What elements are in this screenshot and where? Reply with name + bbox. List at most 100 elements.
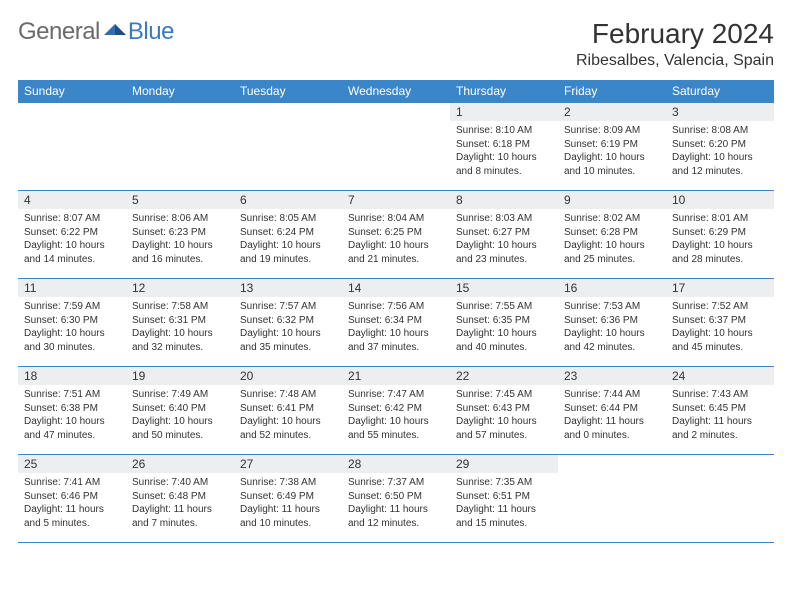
day-details: Sunrise: 8:08 AMSunset: 6:20 PMDaylight:… [666,121,774,182]
day-details: Sunrise: 8:01 AMSunset: 6:29 PMDaylight:… [666,209,774,270]
day-details: Sunrise: 7:41 AMSunset: 6:46 PMDaylight:… [18,473,126,534]
calendar-day-cell: 24Sunrise: 7:43 AMSunset: 6:45 PMDayligh… [666,367,774,455]
weekday-header-row: Sunday Monday Tuesday Wednesday Thursday… [18,80,774,103]
day-number: 14 [342,279,450,297]
day-details: Sunrise: 8:02 AMSunset: 6:28 PMDaylight:… [558,209,666,270]
weekday-header: Saturday [666,80,774,103]
day-details: Sunrise: 7:48 AMSunset: 6:41 PMDaylight:… [234,385,342,446]
day-number: 8 [450,191,558,209]
calendar-day-cell: 17Sunrise: 7:52 AMSunset: 6:37 PMDayligh… [666,279,774,367]
day-number: 24 [666,367,774,385]
day-details: Sunrise: 8:05 AMSunset: 6:24 PMDaylight:… [234,209,342,270]
calendar-day-cell: 9Sunrise: 8:02 AMSunset: 6:28 PMDaylight… [558,191,666,279]
day-details: Sunrise: 7:40 AMSunset: 6:48 PMDaylight:… [126,473,234,534]
day-details: Sunrise: 8:07 AMSunset: 6:22 PMDaylight:… [18,209,126,270]
logo-text-general: General [18,18,100,46]
calendar-day-cell [666,455,774,543]
calendar-day-cell: 2Sunrise: 8:09 AMSunset: 6:19 PMDaylight… [558,103,666,191]
calendar-day-cell: 26Sunrise: 7:40 AMSunset: 6:48 PMDayligh… [126,455,234,543]
calendar-week-row: 25Sunrise: 7:41 AMSunset: 6:46 PMDayligh… [18,455,774,543]
day-number: 2 [558,103,666,121]
day-number: 4 [18,191,126,209]
calendar-day-cell: 10Sunrise: 8:01 AMSunset: 6:29 PMDayligh… [666,191,774,279]
calendar-day-cell: 27Sunrise: 7:38 AMSunset: 6:49 PMDayligh… [234,455,342,543]
day-number: 27 [234,455,342,473]
calendar-day-cell: 7Sunrise: 8:04 AMSunset: 6:25 PMDaylight… [342,191,450,279]
day-number: 6 [234,191,342,209]
weekday-header: Friday [558,80,666,103]
day-details: Sunrise: 7:44 AMSunset: 6:44 PMDaylight:… [558,385,666,446]
calendar-day-cell: 22Sunrise: 7:45 AMSunset: 6:43 PMDayligh… [450,367,558,455]
day-details: Sunrise: 8:09 AMSunset: 6:19 PMDaylight:… [558,121,666,182]
day-number: 17 [666,279,774,297]
calendar-day-cell: 16Sunrise: 7:53 AMSunset: 6:36 PMDayligh… [558,279,666,367]
day-number: 10 [666,191,774,209]
calendar-week-row: 11Sunrise: 7:59 AMSunset: 6:30 PMDayligh… [18,279,774,367]
day-number: 21 [342,367,450,385]
calendar-day-cell: 11Sunrise: 7:59 AMSunset: 6:30 PMDayligh… [18,279,126,367]
calendar-day-cell: 18Sunrise: 7:51 AMSunset: 6:38 PMDayligh… [18,367,126,455]
day-details: Sunrise: 7:43 AMSunset: 6:45 PMDaylight:… [666,385,774,446]
day-number: 28 [342,455,450,473]
day-number: 23 [558,367,666,385]
calendar-day-cell: 15Sunrise: 7:55 AMSunset: 6:35 PMDayligh… [450,279,558,367]
logo-mark-icon [104,21,126,44]
day-details: Sunrise: 7:59 AMSunset: 6:30 PMDaylight:… [18,297,126,358]
day-number: 12 [126,279,234,297]
day-number: 11 [18,279,126,297]
calendar-day-cell: 4Sunrise: 8:07 AMSunset: 6:22 PMDaylight… [18,191,126,279]
calendar-day-cell: 29Sunrise: 7:35 AMSunset: 6:51 PMDayligh… [450,455,558,543]
day-details: Sunrise: 8:04 AMSunset: 6:25 PMDaylight:… [342,209,450,270]
calendar-day-cell [234,103,342,191]
day-details: Sunrise: 7:58 AMSunset: 6:31 PMDaylight:… [126,297,234,358]
page-title: February 2024 [576,18,774,50]
day-details: Sunrise: 8:06 AMSunset: 6:23 PMDaylight:… [126,209,234,270]
weekday-header: Monday [126,80,234,103]
calendar-day-cell: 1Sunrise: 8:10 AMSunset: 6:18 PMDaylight… [450,103,558,191]
logo: General Blue [18,18,174,46]
day-details: Sunrise: 7:37 AMSunset: 6:50 PMDaylight:… [342,473,450,534]
day-number: 19 [126,367,234,385]
day-details: Sunrise: 7:56 AMSunset: 6:34 PMDaylight:… [342,297,450,358]
day-number: 18 [18,367,126,385]
location-label: Ribesalbes, Valencia, Spain [576,52,774,70]
calendar-day-cell: 23Sunrise: 7:44 AMSunset: 6:44 PMDayligh… [558,367,666,455]
calendar-day-cell: 5Sunrise: 8:06 AMSunset: 6:23 PMDaylight… [126,191,234,279]
day-details: Sunrise: 7:53 AMSunset: 6:36 PMDaylight:… [558,297,666,358]
calendar-day-cell [18,103,126,191]
weekday-header: Thursday [450,80,558,103]
day-number: 20 [234,367,342,385]
title-block: February 2024 Ribesalbes, Valencia, Spai… [576,18,774,70]
calendar-day-cell: 20Sunrise: 7:48 AMSunset: 6:41 PMDayligh… [234,367,342,455]
calendar-day-cell: 14Sunrise: 7:56 AMSunset: 6:34 PMDayligh… [342,279,450,367]
day-details: Sunrise: 8:03 AMSunset: 6:27 PMDaylight:… [450,209,558,270]
day-details: Sunrise: 8:10 AMSunset: 6:18 PMDaylight:… [450,121,558,182]
day-number: 1 [450,103,558,121]
day-details: Sunrise: 7:49 AMSunset: 6:40 PMDaylight:… [126,385,234,446]
calendar-day-cell [342,103,450,191]
calendar-week-row: 1Sunrise: 8:10 AMSunset: 6:18 PMDaylight… [18,103,774,191]
logo-text-blue: Blue [128,18,174,46]
day-details: Sunrise: 7:45 AMSunset: 6:43 PMDaylight:… [450,385,558,446]
weekday-header: Sunday [18,80,126,103]
calendar-day-cell: 19Sunrise: 7:49 AMSunset: 6:40 PMDayligh… [126,367,234,455]
calendar-week-row: 18Sunrise: 7:51 AMSunset: 6:38 PMDayligh… [18,367,774,455]
day-number: 25 [18,455,126,473]
day-details: Sunrise: 7:38 AMSunset: 6:49 PMDaylight:… [234,473,342,534]
day-number: 7 [342,191,450,209]
day-number: 5 [126,191,234,209]
calendar-day-cell: 28Sunrise: 7:37 AMSunset: 6:50 PMDayligh… [342,455,450,543]
calendar-day-cell: 13Sunrise: 7:57 AMSunset: 6:32 PMDayligh… [234,279,342,367]
calendar-day-cell: 25Sunrise: 7:41 AMSunset: 6:46 PMDayligh… [18,455,126,543]
calendar-day-cell: 12Sunrise: 7:58 AMSunset: 6:31 PMDayligh… [126,279,234,367]
calendar-day-cell: 21Sunrise: 7:47 AMSunset: 6:42 PMDayligh… [342,367,450,455]
calendar-day-cell [126,103,234,191]
day-number: 15 [450,279,558,297]
day-number: 9 [558,191,666,209]
day-details: Sunrise: 7:51 AMSunset: 6:38 PMDaylight:… [18,385,126,446]
calendar-day-cell: 8Sunrise: 8:03 AMSunset: 6:27 PMDaylight… [450,191,558,279]
calendar-day-cell [558,455,666,543]
day-number: 13 [234,279,342,297]
day-number: 29 [450,455,558,473]
weekday-header: Wednesday [342,80,450,103]
